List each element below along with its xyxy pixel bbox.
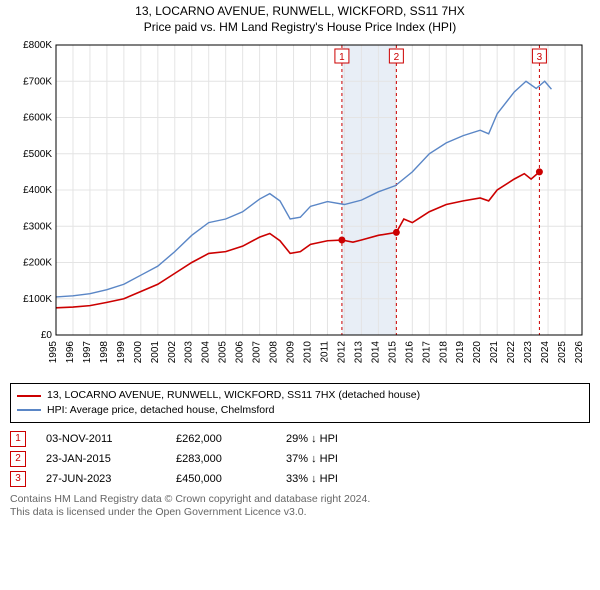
transaction-row: 2 23-JAN-2015 £283,000 37% ↓ HPI xyxy=(10,449,590,469)
x-tick-label: 2025 xyxy=(557,341,568,364)
x-tick-label: 2021 xyxy=(489,341,500,364)
transaction-table: 1 03-NOV-2011 £262,000 29% ↓ HPI 2 23-JAN-201… xyxy=(10,429,590,489)
legend-swatch xyxy=(17,409,41,411)
y-tick-label: £100K xyxy=(23,294,52,305)
transaction-price: £450,000 xyxy=(176,473,266,485)
x-tick-label: 1995 xyxy=(48,341,59,364)
transaction-row: 3 27-JUN-2023 £450,000 33% ↓ HPI xyxy=(10,469,590,489)
y-tick-label: £400K xyxy=(23,185,52,196)
price-chart: 1 2 3 £0 £100K £200K £300K £400K £500K £600K £700K… xyxy=(10,39,590,379)
y-tick-label: £700K xyxy=(23,76,52,87)
legend-swatch xyxy=(17,395,41,397)
event-marker-label: 1 xyxy=(339,52,345,63)
y-tick-label: £300K xyxy=(23,221,52,232)
x-tick-label: 2015 xyxy=(387,341,398,364)
transaction-row: 1 03-NOV-2011 £262,000 29% ↓ HPI xyxy=(10,429,590,449)
event-marker-label: 3 xyxy=(537,52,543,63)
transaction-marker: 3 xyxy=(10,471,26,487)
x-tick-label: 2006 xyxy=(235,341,246,364)
transaction-diff: 33% ↓ HPI xyxy=(286,473,338,485)
event-marker-label: 2 xyxy=(394,52,400,63)
x-tick-label: 2007 xyxy=(252,341,263,364)
transaction-diff: 37% ↓ HPI xyxy=(286,453,338,465)
x-tick-label: 2008 xyxy=(269,341,280,364)
x-tick-label: 2019 xyxy=(455,341,466,364)
footer-line-1: Contains HM Land Registry data © Crown c… xyxy=(10,493,590,507)
x-tick-label: 2011 xyxy=(319,341,330,363)
title-line-2: Price paid vs. HM Land Registry's House … xyxy=(0,20,600,36)
y-tick-label: £0 xyxy=(41,330,53,341)
x-tick-label: 2024 xyxy=(540,341,551,364)
series-marker xyxy=(338,237,345,244)
x-tick-label: 2001 xyxy=(150,341,161,364)
x-tick-label: 2016 xyxy=(404,341,415,364)
series-marker xyxy=(536,169,543,176)
legend-label: HPI: Average price, detached house, Chel… xyxy=(47,403,274,418)
title-line-1: 13, LOCARNO AVENUE, RUNWELL, WICKFORD, S… xyxy=(0,4,600,20)
x-tick-label: 2026 xyxy=(574,341,585,364)
transaction-date: 03-NOV-2011 xyxy=(46,433,156,445)
series-marker xyxy=(393,229,400,236)
series-price_paid xyxy=(56,172,539,308)
x-tick-label: 1999 xyxy=(116,341,127,364)
chart-title: 13, LOCARNO AVENUE, RUNWELL, WICKFORD, S… xyxy=(0,0,600,35)
x-tick-label: 2017 xyxy=(421,341,432,364)
legend-label: 13, LOCARNO AVENUE, RUNWELL, WICKFORD, S… xyxy=(47,388,420,403)
x-tick-label: 2022 xyxy=(506,341,517,364)
legend-item: HPI: Average price, detached house, Chel… xyxy=(17,403,583,418)
transaction-price: £283,000 xyxy=(176,453,266,465)
transaction-date: 23-JAN-2015 xyxy=(46,453,156,465)
transaction-diff: 29% ↓ HPI xyxy=(286,433,338,445)
y-tick-label: £800K xyxy=(23,40,52,51)
x-tick-label: 2023 xyxy=(523,341,534,364)
chart-svg: 1 2 3 £0 £100K £200K £300K £400K £500K £600K £700K… xyxy=(10,39,590,379)
transaction-marker: 2 xyxy=(10,451,26,467)
series-hpi xyxy=(56,81,551,297)
x-tick-label: 2004 xyxy=(201,341,212,364)
x-tick-label: 2012 xyxy=(336,341,347,364)
footer-attribution: Contains HM Land Registry data © Crown c… xyxy=(10,493,590,520)
y-tick-label: £600K xyxy=(23,113,52,124)
legend: 13, LOCARNO AVENUE, RUNWELL, WICKFORD, S… xyxy=(10,383,590,422)
x-tick-label: 2003 xyxy=(184,341,195,364)
y-tick-label: £500K xyxy=(23,149,52,160)
x-tick-label: 2018 xyxy=(438,341,449,364)
legend-item: 13, LOCARNO AVENUE, RUNWELL, WICKFORD, S… xyxy=(17,388,583,403)
x-tick-label: 2010 xyxy=(303,341,314,364)
transaction-date: 27-JUN-2023 xyxy=(46,473,156,485)
x-tick-label: 1998 xyxy=(99,341,110,364)
x-tick-label: 2005 xyxy=(218,341,229,364)
x-tick-label: 2009 xyxy=(286,341,297,364)
transaction-price: £262,000 xyxy=(176,433,266,445)
y-tick-label: £200K xyxy=(23,258,52,269)
footer-line-2: This data is licensed under the Open Gov… xyxy=(10,506,590,520)
x-tick-label: 2000 xyxy=(133,341,144,364)
x-tick-label: 1996 xyxy=(65,341,76,364)
x-tick-label: 2013 xyxy=(353,341,364,364)
x-tick-label: 2014 xyxy=(370,341,381,364)
transaction-marker: 1 xyxy=(10,431,26,447)
x-tick-label: 2002 xyxy=(167,341,178,364)
x-tick-label: 1997 xyxy=(82,341,93,364)
x-tick-label: 2020 xyxy=(472,341,483,364)
